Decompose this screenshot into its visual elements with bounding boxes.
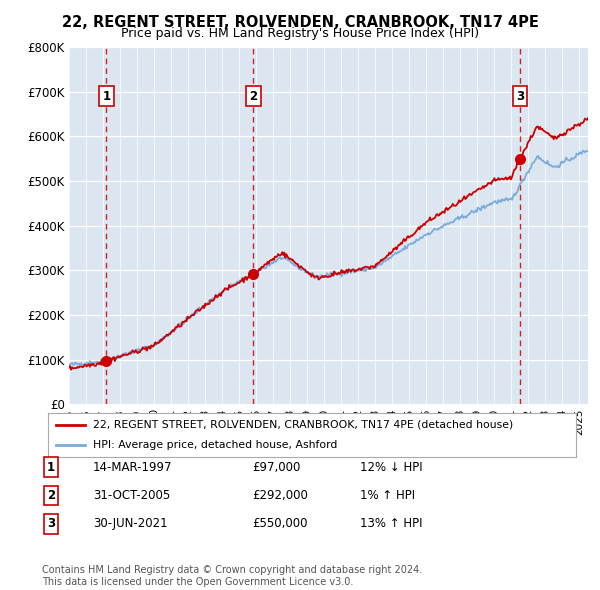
Text: 22, REGENT STREET, ROLVENDEN, CRANBROOK, TN17 4PE (detached house): 22, REGENT STREET, ROLVENDEN, CRANBROOK,… [93,420,513,430]
Text: £550,000: £550,000 [252,517,308,530]
Text: 1% ↑ HPI: 1% ↑ HPI [360,489,415,502]
Text: 3: 3 [47,517,55,530]
Text: HPI: Average price, detached house, Ashford: HPI: Average price, detached house, Ashf… [93,440,337,450]
Text: 30-JUN-2021: 30-JUN-2021 [93,517,167,530]
Text: £97,000: £97,000 [252,461,301,474]
Text: 3: 3 [516,90,524,103]
Text: 13% ↑ HPI: 13% ↑ HPI [360,517,422,530]
Text: Price paid vs. HM Land Registry's House Price Index (HPI): Price paid vs. HM Land Registry's House … [121,27,479,40]
Text: 31-OCT-2005: 31-OCT-2005 [93,489,170,502]
Text: 1: 1 [47,461,55,474]
Text: 12% ↓ HPI: 12% ↓ HPI [360,461,422,474]
Text: 2: 2 [47,489,55,502]
Text: £292,000: £292,000 [252,489,308,502]
Text: 1: 1 [103,90,110,103]
Text: 22, REGENT STREET, ROLVENDEN, CRANBROOK, TN17 4PE: 22, REGENT STREET, ROLVENDEN, CRANBROOK,… [62,15,538,30]
Text: 2: 2 [249,90,257,103]
Text: Contains HM Land Registry data © Crown copyright and database right 2024.
This d: Contains HM Land Registry data © Crown c… [42,565,422,587]
Text: 14-MAR-1997: 14-MAR-1997 [93,461,173,474]
